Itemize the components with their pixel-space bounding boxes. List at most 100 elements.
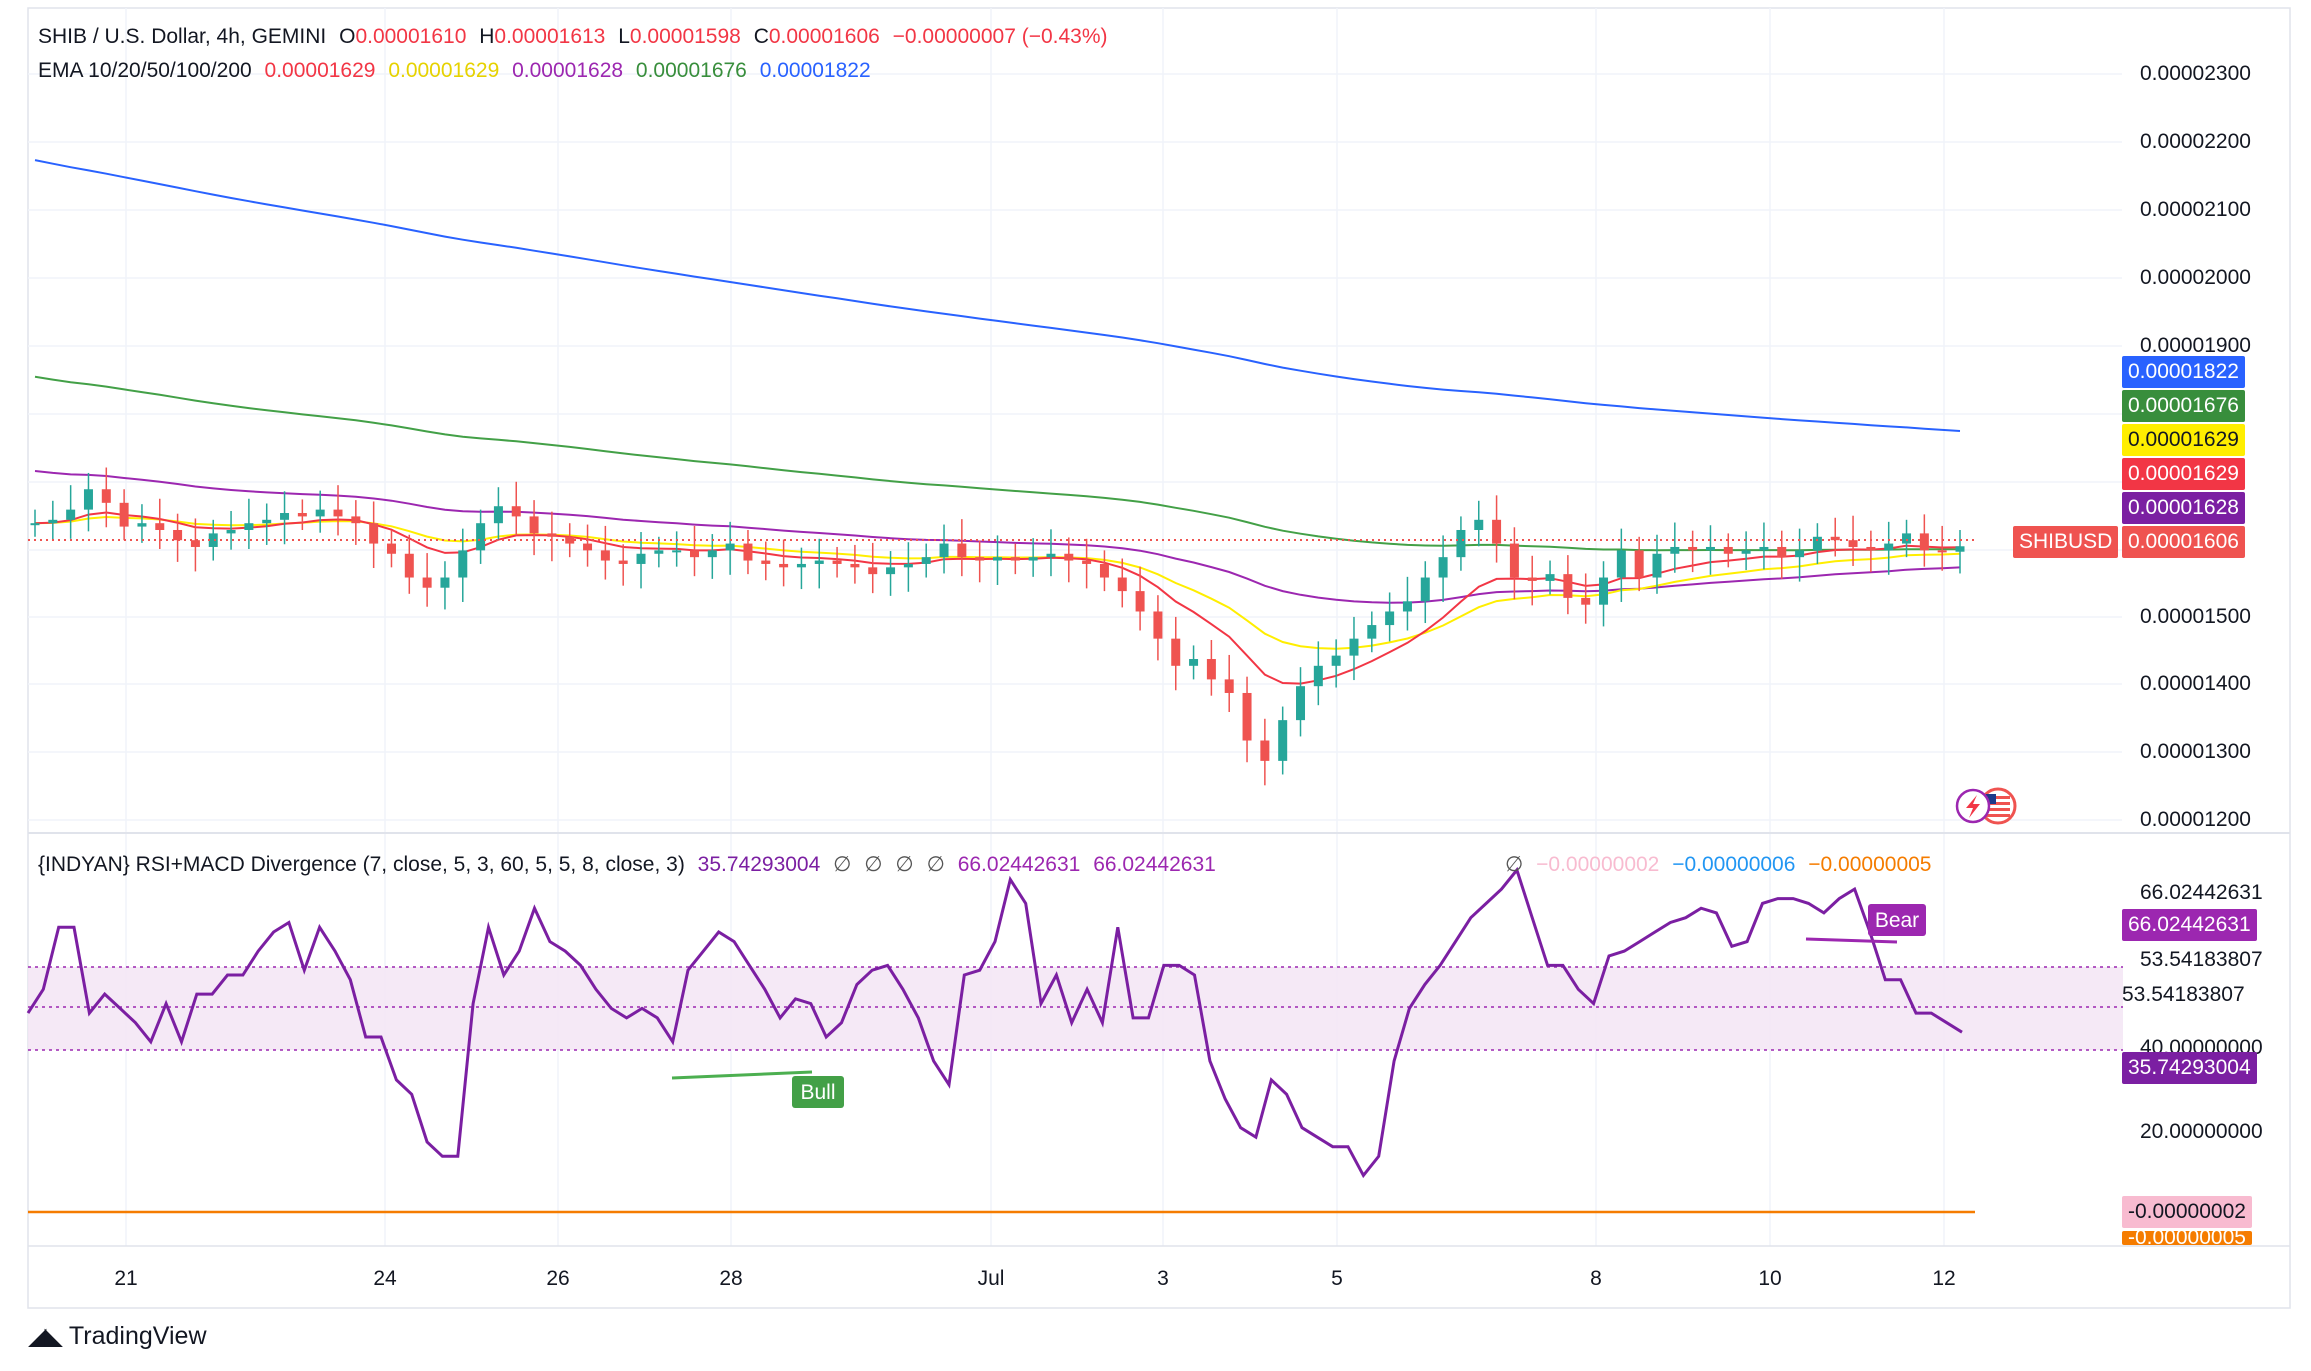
- candle-body: [1759, 546, 1769, 551]
- candle-body: [1242, 692, 1252, 741]
- macd-header: ∅ −0.00000002 −0.00000006 −0.00000005: [1505, 852, 1938, 878]
- indicator-label[interactable]: {INDYAN} RSI+MACD Divergence (7, close, …: [38, 853, 685, 876]
- candle-body: [511, 506, 521, 517]
- candle-body: [761, 560, 771, 564]
- time-tick: Jul: [978, 1267, 1005, 1290]
- price-tick: 0.00002200: [2140, 130, 2251, 153]
- candle-body: [1795, 550, 1805, 558]
- indicator-header: {INDYAN} RSI+MACD Divergence (7, close, …: [38, 852, 1223, 878]
- candle-body: [137, 523, 147, 527]
- candle-body: [66, 509, 76, 520]
- us-flag-icon[interactable]: [1979, 787, 2017, 825]
- lightning-icon[interactable]: [1955, 788, 1991, 824]
- bear-label-box: [1868, 904, 1926, 936]
- candles: [30, 467, 1965, 786]
- macd-value-3: −0.00000005: [1808, 853, 1932, 876]
- candle-body: [1046, 553, 1056, 558]
- candle-body: [1652, 553, 1662, 578]
- candle-body: [547, 533, 557, 537]
- candle-body: [1884, 543, 1894, 551]
- candle-body: [832, 560, 842, 564]
- candle-body: [493, 506, 503, 524]
- candle-body: [1189, 659, 1199, 666]
- ema50-tag: 0.00001628: [2122, 492, 2245, 524]
- symbol-title[interactable]: SHIB / U.S. Dollar, 4h, GEMINI: [38, 25, 327, 48]
- candle-body: [262, 519, 272, 524]
- candle-body: [868, 567, 878, 575]
- candle-body: [886, 567, 896, 575]
- candle-body: [369, 523, 379, 544]
- rsi-path: [26, 866, 1963, 1179]
- rsi-current-tag: 35.74293004: [2122, 1052, 2257, 1084]
- tradingview-logo[interactable]: ◢◣ TradingView: [28, 1322, 207, 1351]
- symbol-tag[interactable]: SHIBUSD: [2013, 526, 2119, 558]
- candle-body: [779, 563, 789, 568]
- ema-label[interactable]: EMA 10/20/50/100/200: [38, 59, 252, 82]
- ema10-value: 0.00001629: [264, 59, 376, 82]
- candle-body: [226, 529, 236, 534]
- indicator-symbol: ∅: [895, 853, 914, 876]
- candle-body: [921, 557, 931, 564]
- candle-body: [1313, 665, 1323, 687]
- candle-body: [155, 523, 165, 530]
- candle-body: [583, 543, 593, 551]
- candle-body: [1830, 536, 1840, 541]
- price-tick: 0.00002100: [2140, 198, 2251, 221]
- indicator-value: 35.74293004: [697, 853, 821, 876]
- ema100-value: 0.00001676: [635, 59, 747, 82]
- time-tick: 8: [1590, 1267, 1602, 1290]
- ema10-tag: 0.00001629: [2122, 458, 2245, 490]
- candle-body: [440, 577, 450, 588]
- indicator-value-2: 66.02442631: [957, 853, 1081, 876]
- candle-body: [1385, 611, 1395, 626]
- candle-body: [743, 543, 753, 561]
- candle-body: [1206, 659, 1216, 680]
- candle-body: [725, 543, 735, 551]
- candle-body: [476, 523, 486, 551]
- price-tick: 0.00002000: [2140, 266, 2251, 289]
- candle-body: [1099, 563, 1109, 578]
- candle-body: [1670, 546, 1680, 554]
- candle-body: [1296, 686, 1306, 721]
- candle-body: [689, 550, 699, 558]
- candle-body: [707, 550, 717, 558]
- candle-body: [993, 557, 1002, 561]
- candle-body: [173, 529, 183, 541]
- candle-body: [1153, 611, 1163, 639]
- bear-divergence-line: [1805, 937, 1898, 944]
- candle-body: [1955, 546, 1965, 552]
- time-axis: 21 24 26 28 Jul 3 5 8 10 12: [114, 1267, 1955, 1290]
- ema20-value: 0.00001629: [388, 59, 500, 82]
- candle-body: [1224, 679, 1234, 693]
- grid: [28, 8, 2122, 1246]
- candle-body: [1581, 597, 1591, 605]
- candle-body: [1492, 519, 1502, 544]
- candle-body: [1723, 546, 1733, 554]
- bear-label: Bear: [1875, 909, 1919, 932]
- candle-body: [1349, 638, 1359, 656]
- candle-body: [1919, 533, 1929, 551]
- price-tick: 0.00001400: [2140, 672, 2251, 695]
- time-tick: 3: [1157, 1267, 1169, 1290]
- ohlc-change: −0.00000007 (−0.43%): [892, 25, 1108, 48]
- candle-body: [1171, 638, 1181, 666]
- rsi-max-tag: 66.02442631: [2122, 909, 2257, 941]
- candle-body: [1028, 557, 1038, 561]
- ohlc-low: L0.00001598: [618, 25, 741, 48]
- candle-body: [1456, 529, 1466, 558]
- indicator-tick: 20.00000000: [2140, 1120, 2263, 1143]
- last-price-tag: 0.00001606: [2122, 526, 2245, 558]
- ema50-value: 0.00001628: [512, 59, 624, 82]
- candle-body: [404, 553, 414, 578]
- candle-body: [83, 489, 93, 510]
- candle-body: [1545, 574, 1555, 581]
- candle-body: [244, 523, 254, 530]
- ema200-tag: 0.00001822: [2122, 356, 2245, 388]
- candle-body: [208, 533, 218, 547]
- indicator-tick: 66.02442631: [2140, 881, 2263, 904]
- candle-body: [119, 502, 129, 527]
- candle-body: [1010, 557, 1020, 561]
- bull-label: Bull: [800, 1081, 835, 1104]
- ema100-tag: 0.00001676: [2122, 390, 2245, 422]
